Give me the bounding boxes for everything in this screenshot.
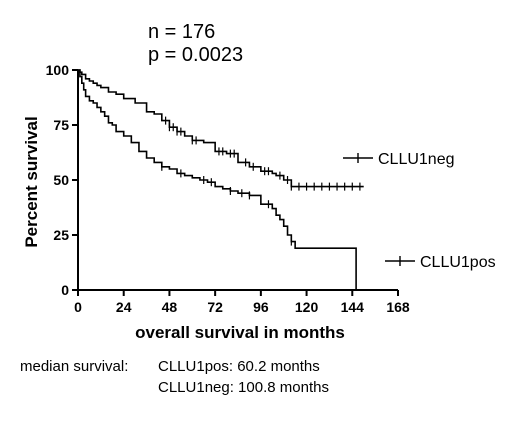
- x-tick-label: 168: [386, 299, 410, 315]
- survival-curve-cllu1neg: [78, 69, 364, 188]
- axes: 0 24 48 72 96 120 144 168 0 25 50 75 100 overall surv…: [22, 62, 410, 342]
- x-tick-label: 96: [253, 299, 269, 315]
- y-tick-label: 50: [53, 172, 69, 188]
- n-label: n = 176: [148, 21, 216, 43]
- y-tick-label: 75: [53, 117, 69, 133]
- x-tick-label: 144: [341, 299, 365, 315]
- survival-curve-cllu1pos: [78, 69, 357, 290]
- median-survival-line-1: CLLU1pos: 60.2 months: [158, 358, 320, 375]
- x-tick-label: 0: [74, 299, 82, 315]
- median-survival-line-2: CLLU1neg: 100.8 months: [158, 379, 329, 396]
- legend-label-cllu1pos: CLLU1pos: [420, 254, 496, 271]
- x-tick-label: 72: [207, 299, 223, 315]
- legend: CLLU1neg CLLU1pos: [343, 151, 496, 271]
- x-axis-title: overall survival in months: [135, 323, 345, 342]
- median-survival-prefix: median survival:: [20, 358, 129, 375]
- legend-label-cllu1neg: CLLU1neg: [378, 151, 455, 168]
- y-tick-label: 100: [46, 62, 70, 78]
- x-tick-label: 48: [162, 299, 178, 315]
- series-layer: [78, 69, 364, 290]
- p-label: p = 0.0023: [148, 44, 244, 66]
- y-tick-label: 0: [61, 282, 69, 298]
- x-tick-label: 120: [295, 299, 319, 315]
- y-axis-title: Percent survival: [22, 116, 41, 247]
- y-tick-label: 25: [53, 227, 69, 243]
- x-tick-label: 24: [116, 299, 132, 315]
